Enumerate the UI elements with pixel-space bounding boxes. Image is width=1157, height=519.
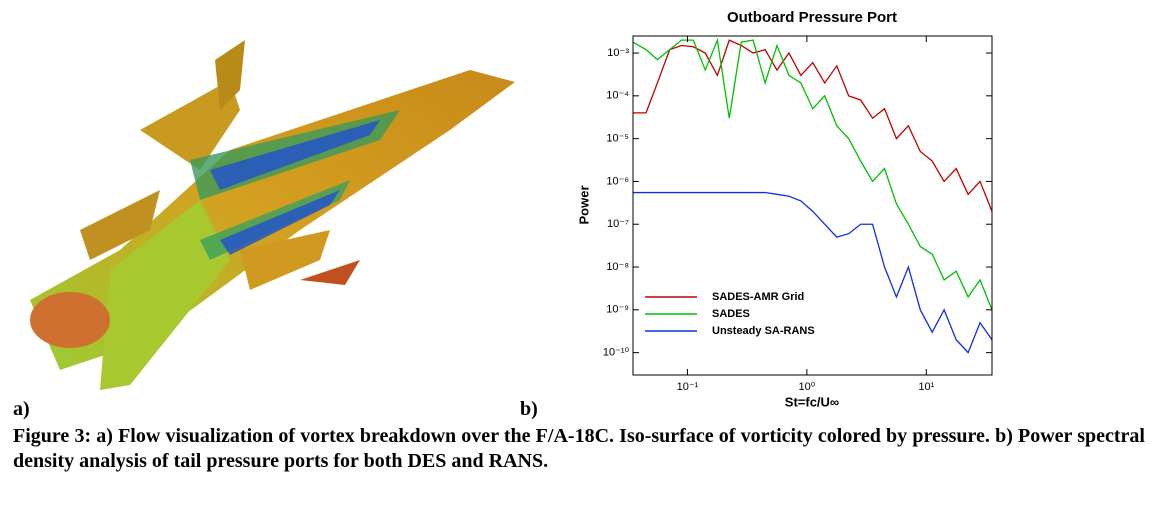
chart-title: Outboard Pressure Port <box>727 9 897 26</box>
data-line <box>633 39 992 212</box>
data-line <box>633 191 992 354</box>
data-line <box>633 37 992 311</box>
y-tick-label: 10⁻⁴ <box>606 90 629 102</box>
y-tick-label: 10⁻³ <box>607 47 629 59</box>
y-axis-label: Power <box>576 185 591 224</box>
y-tick-label: 10⁻⁸ <box>606 261 629 273</box>
legend-label: SADES <box>712 308 750 320</box>
legend-label: Unsteady SA-RANS <box>712 325 815 337</box>
x-tick-label: 10⁻¹ <box>677 381 699 393</box>
chart: Outboard Pressure Port St=fc/U∞ Power 10… <box>576 9 993 409</box>
panel-label: a) <box>13 398 30 420</box>
plot-frame <box>632 35 993 376</box>
jet-illustration <box>30 40 515 390</box>
y-tick-label: 10⁻⁷ <box>607 218 629 230</box>
y-tick-label: 10⁻⁵ <box>606 133 629 145</box>
caption: Figure 3: a) Flow visualization of vorte… <box>13 425 1145 472</box>
y-tick-label: 10⁻¹⁰ <box>603 347 630 359</box>
x-axis-label: St=fc/U∞ <box>785 394 839 409</box>
panel-label: b) <box>520 398 538 420</box>
x-tick-label: 10¹ <box>918 381 934 393</box>
x-tick-label: 10⁰ <box>799 381 816 393</box>
y-tick-label: 10⁻⁶ <box>606 175 629 187</box>
y-tick-label: 10⁻⁹ <box>606 304 629 316</box>
legend-label: SADES-AMR Grid <box>712 291 804 303</box>
